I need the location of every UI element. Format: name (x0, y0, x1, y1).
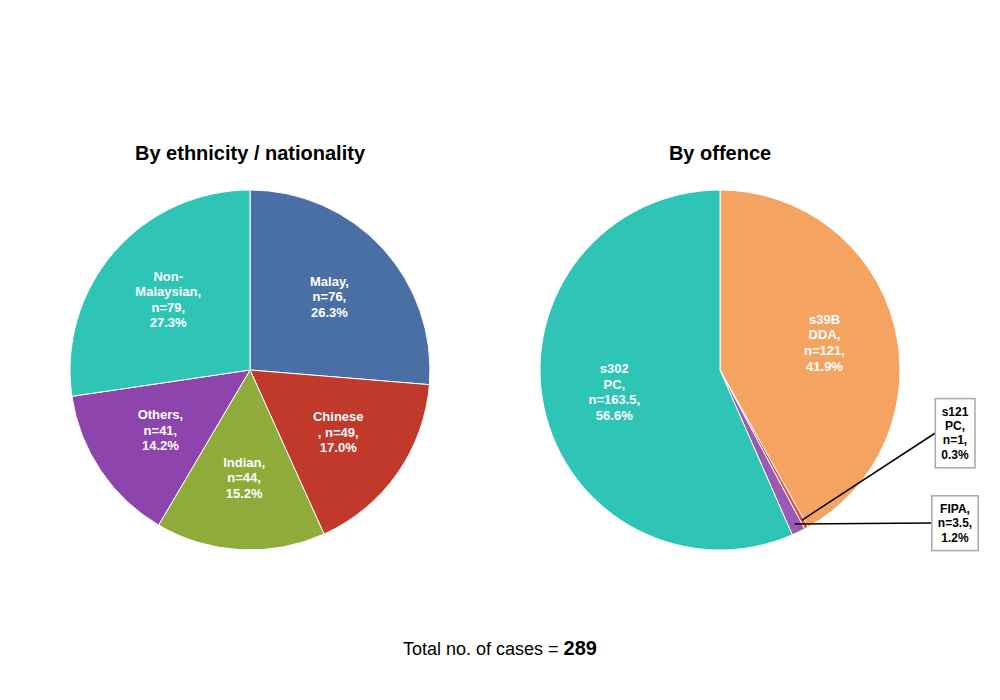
footer: Total no. of cases = 289 (403, 637, 597, 659)
text-line: Non- (153, 269, 183, 284)
annotation: s121PC,n=1,0.3% (935, 399, 975, 468)
text-line: n=3.5, (938, 516, 972, 530)
text-line: 27.3% (150, 315, 187, 330)
annotation-box (932, 496, 978, 551)
text-line: 15.2% (226, 486, 263, 501)
pie-slice (540, 190, 792, 550)
slice-labels: s39BDDA,n=121,41.9%s121PC,n=1,0.3%FIPA,n… (588, 312, 978, 551)
annotation-label: FIPA,n=3.5,1.2% (938, 502, 972, 545)
pie-chart: s39BDDA,n=121,41.9%s121PC,n=1,0.3%FIPA,n… (540, 190, 978, 551)
slice-labels: Malay,n=76,26.3% Chinese, n=49,17.0% India… (135, 269, 363, 501)
text-line: s121 (942, 405, 969, 419)
text-line: s302 (600, 361, 629, 376)
text-line: Malay, (310, 274, 349, 289)
pie-slice (72, 370, 250, 525)
text-line: PC, (603, 377, 625, 392)
text-line: FIPA, (940, 502, 970, 516)
text-line: n=1, (943, 433, 967, 447)
text-line: n=76, (313, 289, 347, 304)
text-line: n=163.5, (588, 392, 640, 407)
text-line: Malaysian, (135, 284, 201, 299)
chart-title: By ethnicity / nationality (135, 142, 366, 164)
text-line: n=41, (144, 423, 178, 438)
text-line: 26.3% (311, 305, 348, 320)
leader-line (795, 522, 932, 524)
pie-slice (250, 190, 430, 385)
annotation-box (935, 399, 975, 468)
annotation: FIPA,n=3.5,1.2% (932, 496, 978, 551)
text-line: PC, (945, 419, 965, 433)
text-line: Indian, (223, 455, 265, 470)
leader-line (802, 433, 935, 520)
text-line: 1.2% (941, 531, 969, 545)
text-line: n=121, (804, 343, 845, 358)
text-line: 14.2% (142, 438, 179, 453)
pie-chart: Malay,n=76,26.3% Chinese, n=49,17.0% India… (70, 190, 430, 550)
chart-canvas: Malay,n=76,26.3% Chinese, n=49,17.0% India… (0, 0, 1000, 700)
slice-label: Indian,n=44,15.2% (223, 455, 265, 501)
text-line: , n=49, (318, 425, 359, 440)
slices (540, 190, 900, 550)
footer-text: 289 (564, 637, 597, 659)
slice-label: Malay,n=76,26.3% (310, 274, 349, 320)
text-line: Chinese (313, 409, 364, 424)
chart-title: By offence (669, 142, 771, 164)
pie-slice (70, 190, 250, 396)
text-line: 17.0% (320, 440, 357, 455)
text-line: s39B (809, 312, 840, 327)
slice-label: Chinese, n=49,17.0% (313, 409, 364, 455)
text-line: 56.6% (596, 408, 633, 423)
slice-label: s302PC,n=163.5,56.6% (588, 361, 640, 423)
annotation-label: s121PC,n=1,0.3% (941, 405, 969, 462)
slices (70, 190, 430, 550)
text-line: Others, (138, 407, 184, 422)
slice-label: Non-Malaysian,n=79,27.3% (135, 269, 201, 331)
slice-label: Others,n=41,14.2% (138, 407, 184, 453)
text-line: 0.3% (941, 448, 969, 462)
text-line: n=79, (151, 300, 185, 315)
text-line: 41.9% (806, 359, 843, 374)
text-line: n=44, (227, 470, 261, 485)
footer-text: Total no. of cases = (403, 639, 564, 659)
text-line: DDA, (809, 327, 841, 342)
slice-label: s39BDDA,n=121,41.9% (804, 312, 845, 374)
